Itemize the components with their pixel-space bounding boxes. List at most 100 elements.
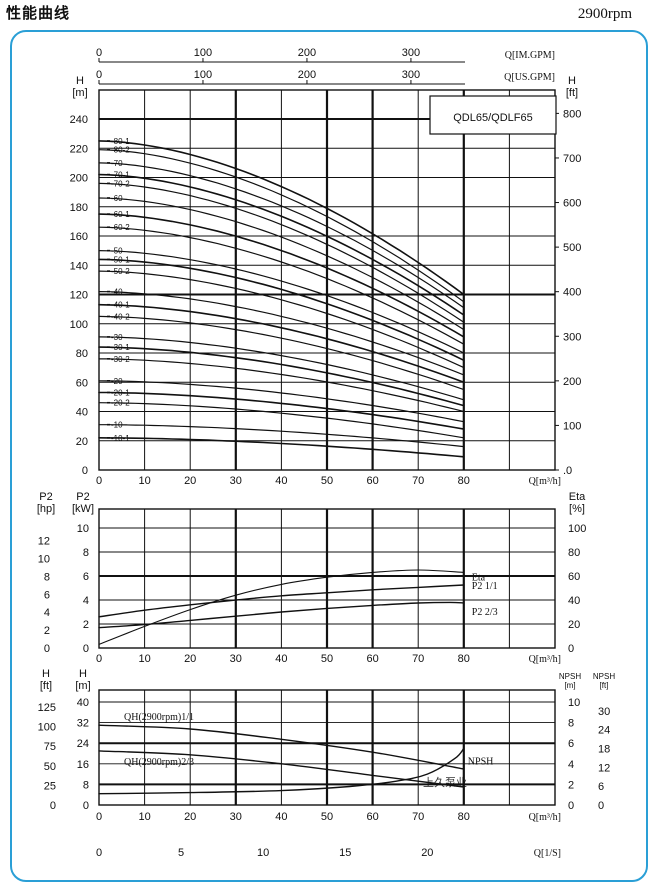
head-xtick: 20 [184, 475, 196, 487]
head-curve-label: -30-1 [111, 343, 130, 352]
head-curve-label: -10-1 [111, 434, 130, 443]
power-curve-label: Eta [472, 572, 486, 583]
head-ylabel-left-unit: [m] [72, 87, 87, 99]
npsh-ytick-right-m: 0 [568, 800, 574, 812]
power-ytick-hp: 8 [44, 571, 50, 583]
npsh-ylabel-right-m: NPSH [559, 672, 581, 681]
head-ytick-right: 500 [563, 242, 581, 254]
npsh-xtick: 10 [138, 811, 150, 823]
head-ytick-right: 800 [563, 108, 581, 120]
npsh-ytick-m: 16 [77, 759, 89, 771]
head-curve-label: -60-1 [111, 210, 130, 219]
npsh-ytick-ft: 50 [44, 761, 56, 773]
power-ytick-eta: 40 [568, 595, 580, 607]
head-xtick: 0 [96, 475, 102, 487]
power-ytick-eta: 100 [568, 523, 586, 535]
head-curve [98, 149, 465, 303]
power-xtick: 10 [138, 653, 150, 665]
head-ytick-left: 160 [70, 231, 88, 243]
npsh-x2label: Q[1/S] [534, 848, 561, 859]
head-ytick-left: 40 [76, 407, 88, 419]
npsh-xtick: 0 [96, 811, 102, 823]
head-ytick-right: 600 [563, 198, 581, 210]
npsh-ytick-ft: 75 [44, 741, 56, 753]
head-curve-label: -40-1 [111, 301, 130, 310]
npsh-ytick-right-m: 4 [568, 759, 574, 771]
npsh-curve [98, 747, 465, 795]
power-xtick: 40 [275, 653, 287, 665]
npsh-xtick: 30 [230, 811, 242, 823]
head-curve-label: -60 [111, 194, 123, 203]
head-ytick-right: .0 [563, 465, 572, 477]
head-curve [98, 213, 465, 338]
top-axis-tick-label: 200 [298, 47, 316, 59]
head-ylabel-right-unit: [ft] [566, 87, 578, 99]
head-ylabel-right: H [568, 75, 576, 87]
head-curve [98, 270, 465, 369]
top-axis-label: Q[IM.GPM] [505, 50, 555, 61]
power-curve [98, 569, 465, 645]
head-ytick-left: 200 [70, 173, 88, 185]
npsh-ytick-right-ft: 12 [598, 762, 610, 774]
power-ytick-hp: 4 [44, 607, 50, 619]
npsh-ytick-m: 8 [83, 779, 89, 791]
head-curve [98, 402, 465, 439]
head-ytick-right: 300 [563, 331, 581, 343]
power-ylabel-eta-unit: [%] [569, 503, 585, 515]
power-ytick-hp: 2 [44, 625, 50, 637]
npsh-ylabel-ft-unit: [ft] [40, 680, 52, 692]
head-curve [98, 162, 465, 309]
head-curve-label: -60-2 [111, 223, 130, 232]
head-curve-label: -40 [111, 288, 123, 297]
power-xtick: 30 [230, 653, 242, 665]
npsh-x2tick: 15 [339, 847, 351, 859]
head-curve [98, 182, 465, 323]
npsh-ytick-right-ft: 30 [598, 706, 610, 718]
top-axis-tick-label: 200 [298, 69, 316, 81]
top-axis-tick-label: 0 [96, 69, 102, 81]
head-curve-label: -20 [111, 377, 123, 386]
head-curve [98, 303, 465, 384]
power-ylabel-kw: P2 [76, 491, 89, 503]
head-curve-label: -20-1 [111, 388, 130, 397]
power-xlabel: Q[m³/h] [529, 654, 561, 665]
power-xtick: 20 [184, 653, 196, 665]
power-xtick: 80 [458, 653, 470, 665]
watermark: 上久泵业 [423, 776, 467, 789]
npsh-xtick: 80 [458, 811, 470, 823]
head-xtick: 40 [275, 475, 287, 487]
model-label: QDL65/QDLF65 [453, 112, 532, 124]
head-curve [98, 315, 465, 391]
head-curve-label: -50-1 [111, 255, 130, 264]
head-curve [98, 173, 465, 316]
speed-label: 2900rpm [577, 6, 632, 22]
npsh-ytick-right-ft: 0 [598, 800, 604, 812]
npsh-curve-label: NPSH [468, 756, 494, 767]
head-xtick: 50 [321, 475, 333, 487]
head-ytick-right: 400 [563, 287, 581, 299]
npsh-ytick-right-m: 10 [568, 697, 580, 709]
top-axis-tick-label: 0 [96, 47, 102, 59]
head-xtick: 80 [458, 475, 470, 487]
head-ytick-right: 100 [563, 420, 581, 432]
npsh-ytick-right-m: 8 [568, 718, 574, 730]
npsh-ylabel-m-unit: [m] [75, 680, 90, 692]
head-ytick-right: 200 [563, 376, 581, 388]
head-curve-label: -70 [111, 159, 123, 168]
head-curve [98, 346, 465, 407]
head-curve [98, 358, 465, 413]
head-ytick-left: 80 [76, 348, 88, 360]
npsh-xlabel: Q[m³/h] [529, 812, 561, 823]
head-curve [98, 226, 465, 345]
power-ytick-eta: 80 [568, 547, 580, 559]
head-ytick-right: 700 [563, 153, 581, 165]
head-curve [98, 197, 465, 331]
npsh-curve [98, 724, 465, 770]
head-ytick-left: 240 [70, 114, 88, 126]
npsh-ytick-right-ft: 18 [598, 743, 610, 755]
head-curve [98, 250, 465, 354]
power-ytick-eta: 60 [568, 571, 580, 583]
head-xtick: 10 [138, 475, 150, 487]
power-ytick-kw: 6 [83, 571, 89, 583]
